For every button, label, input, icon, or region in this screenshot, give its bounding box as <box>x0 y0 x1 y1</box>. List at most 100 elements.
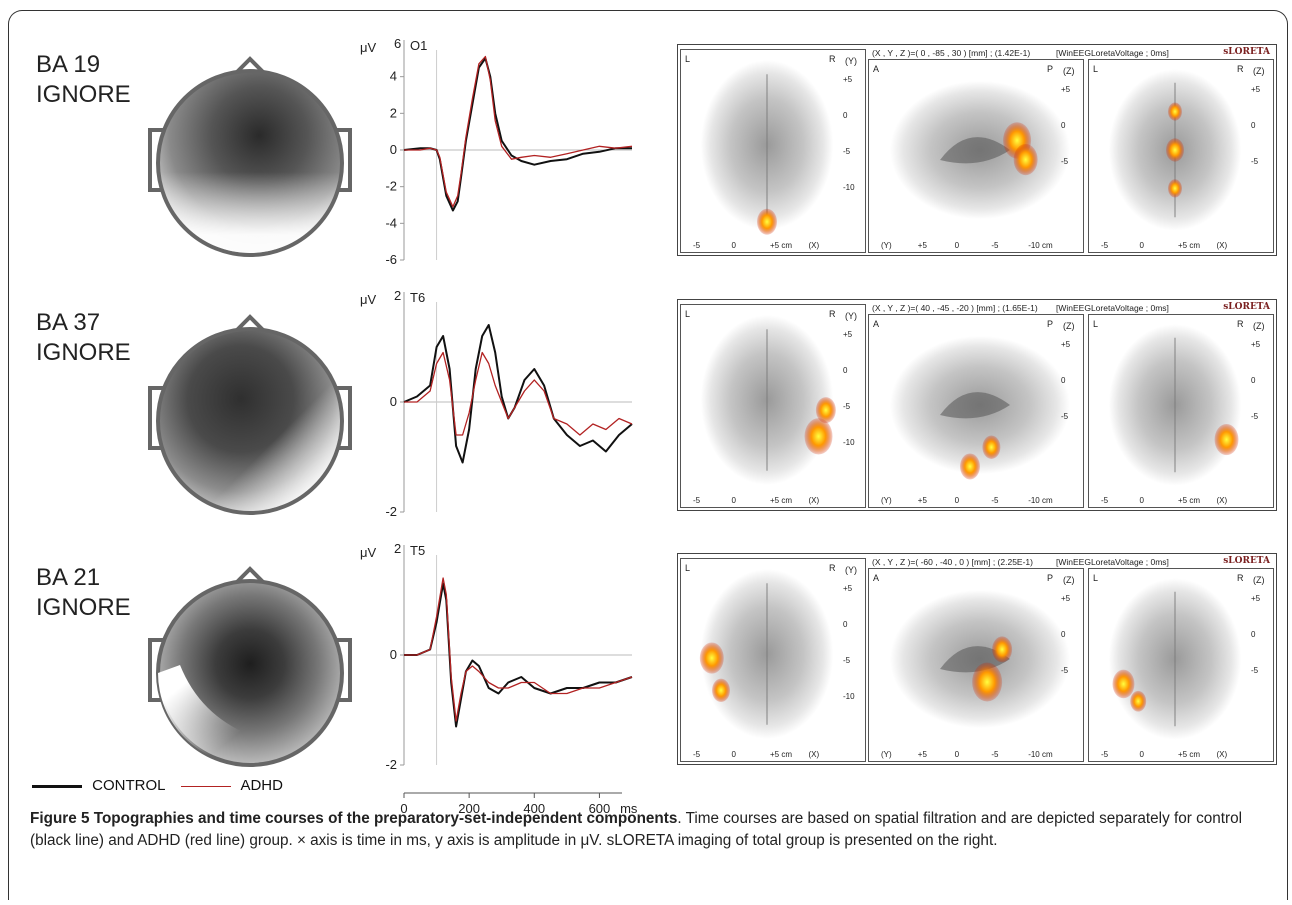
row-2-condition: IGNORE <box>36 339 131 366</box>
topography-map-3 <box>148 566 352 767</box>
y-tick-label: 0 <box>390 394 397 409</box>
time-course-plot-1: μV 6 O1 4 2 0 -2 -4 -6 <box>360 36 633 267</box>
axis-tick-label: +5 <box>1061 85 1071 94</box>
x-tick-label: 600 <box>589 801 611 816</box>
sloreta-coronal-view: L R (Z) +5 0 -5 -5 0 +5 cm (X) <box>1088 314 1274 508</box>
y-tick-label: 2 <box>390 105 397 120</box>
bottom-axis-label: +5 cm <box>1178 241 1200 250</box>
y-unit-label: μV <box>360 40 376 55</box>
legend: CONTROL ADHD <box>32 777 283 794</box>
y-unit-label: μV <box>360 292 376 307</box>
bottom-axis-label: 0 <box>1140 241 1145 250</box>
time-course-plot-2: μV 2 T6 0 -2 <box>360 288 633 519</box>
orientation-right: P <box>1047 573 1053 583</box>
bottom-axis-label: 0 <box>732 750 737 759</box>
bottom-axis-label: 0 <box>955 750 960 759</box>
axis-name: (Z) <box>1253 66 1265 76</box>
y-tick-label: 4 <box>390 69 397 84</box>
sloreta-sagittal-image: A P (Z) +5 0 -5 (Y) +5 0 -5 -10 cm <box>873 573 1075 759</box>
sloreta-coordinates: (X , Y , Z )=( -60 , -40 , 0 ) [mm] ; (2… <box>872 557 1033 567</box>
activation-blob <box>815 397 836 424</box>
orientation-left: L <box>1093 573 1098 583</box>
sloreta-coronal-view: L R (Z) +5 0 -5 -5 0 +5 cm (X) <box>1088 59 1274 253</box>
axis-tick-label: 0 <box>843 111 848 120</box>
orientation-left: L <box>685 563 690 573</box>
axis-tick-label: 0 <box>1061 121 1066 130</box>
sloreta-brand: sLORETA <box>1223 556 1270 566</box>
axis-tick-label: +5 <box>1251 594 1261 603</box>
bottom-axis-label: 0 <box>1140 750 1145 759</box>
sloreta-panel-3: (X , Y , Z )=( -60 , -40 , 0 ) [mm] ; (2… <box>677 553 1277 765</box>
axis-name: (Y) <box>845 56 857 66</box>
bottom-axis-label: (X) <box>1217 496 1228 505</box>
row-2-region: BA 37 <box>36 309 101 336</box>
axis-tick-label: -5 <box>843 402 851 411</box>
row-1-region: BA 19 <box>36 51 101 78</box>
bottom-axis-label: -10 cm <box>1028 496 1053 505</box>
activation-blob <box>972 662 1003 702</box>
sloreta-coronal-image: L R (Z) +5 0 -5 -5 0 +5 cm (X) <box>1093 573 1265 759</box>
axis-tick-label: -10 <box>843 438 855 447</box>
adhd-series-line <box>404 577 633 722</box>
corpus-callosum <box>940 392 1010 419</box>
caption-title: Figure 5 Topographies and time courses o… <box>30 810 678 827</box>
axis-tick-label: 0 <box>1251 630 1256 639</box>
bottom-axis-label: -10 cm <box>1028 241 1053 250</box>
axis-name: (Z) <box>1063 575 1075 585</box>
sloreta-frame: (X , Y , Z )=( 40 , -45 , -20 ) [mm] ; (… <box>677 299 1277 511</box>
axis-tick-label: -5 <box>1251 157 1259 166</box>
sloreta-coordinates: (X , Y , Z )=( 40 , -45 , -20 ) [mm] ; (… <box>872 303 1038 313</box>
corpus-callosum <box>940 137 1010 164</box>
orientation-right: R <box>1237 573 1244 583</box>
orientation-left: L <box>1093 64 1098 74</box>
activation-blob <box>804 418 833 455</box>
sloreta-source: [WinEEGLoretaVoltage ; 0ms] <box>1056 48 1169 58</box>
bottom-axis-label: (Y) <box>881 496 892 505</box>
activation-blob <box>1013 144 1038 176</box>
axis-name: (Z) <box>1063 321 1075 331</box>
sloreta-axial-view: L R (Y) +5 0 -5 -10 -5 0 +5 cm (X) <box>680 304 866 508</box>
axis-name: (Y) <box>845 311 857 321</box>
sloreta-sagittal-image: A P (Z) +5 0 -5 (Y) +5 0 -5 -10 cm <box>873 319 1075 505</box>
y-tick-label: 0 <box>390 647 397 662</box>
axis-tick-label: +5 <box>843 75 853 84</box>
orientation-left: A <box>873 64 879 74</box>
axis-tick-label: -5 <box>1251 666 1259 675</box>
bottom-axis-label: 0 <box>732 496 737 505</box>
sloreta-sagittal-view: A P (Z) +5 0 -5 (Y) +5 0 -5 -10 cm <box>868 59 1084 253</box>
y-tick-label: -2 <box>385 179 397 194</box>
bottom-axis-label: -10 cm <box>1028 750 1053 759</box>
y-max-label: 6 <box>394 36 401 51</box>
bottom-axis-label: -5 <box>693 241 701 250</box>
topography-map-2 <box>148 314 352 515</box>
legend-control-swatch <box>32 784 82 788</box>
axis-tick-label: -5 <box>843 147 851 156</box>
y-tick-label: -2 <box>385 757 397 772</box>
bottom-axis-label: -5 <box>1101 241 1109 250</box>
bottom-axis-label: (X) <box>809 496 820 505</box>
adhd-series-line <box>404 55 633 208</box>
sloreta-axial-image: L R (Y) +5 0 -5 -10 -5 0 +5 cm (X) <box>685 309 857 505</box>
axis-tick-label: 0 <box>1251 376 1256 385</box>
orientation-right: R <box>829 563 836 573</box>
axis-tick-label: -10 <box>843 183 855 192</box>
bottom-axis-label: -5 <box>1101 496 1109 505</box>
topography-map-1 <box>148 56 352 257</box>
legend-control-label: CONTROL <box>92 777 165 794</box>
sloreta-panel-2: (X , Y , Z )=( 40 , -45 , -20 ) [mm] ; (… <box>677 299 1277 511</box>
sloreta-coronal-view: L R (Z) +5 0 -5 -5 0 +5 cm (X) <box>1088 568 1274 762</box>
y-unit-label: μV <box>360 545 376 560</box>
orientation-left: A <box>873 573 879 583</box>
bottom-axis-label: (Y) <box>881 750 892 759</box>
y-max-label: 2 <box>394 288 401 303</box>
activation-blob <box>1214 423 1239 456</box>
y-tick-label: -2 <box>385 504 397 519</box>
y-tick-label: -6 <box>385 252 397 267</box>
bottom-axis-label: (Y) <box>881 241 892 250</box>
activation-blob <box>1112 669 1135 699</box>
sloreta-brand: sLORETA <box>1223 302 1270 312</box>
activation-blob <box>982 435 1001 459</box>
orientation-right: R <box>829 54 836 64</box>
bottom-axis-label: -5 <box>991 496 999 505</box>
bottom-axis-label: 0 <box>732 241 737 250</box>
